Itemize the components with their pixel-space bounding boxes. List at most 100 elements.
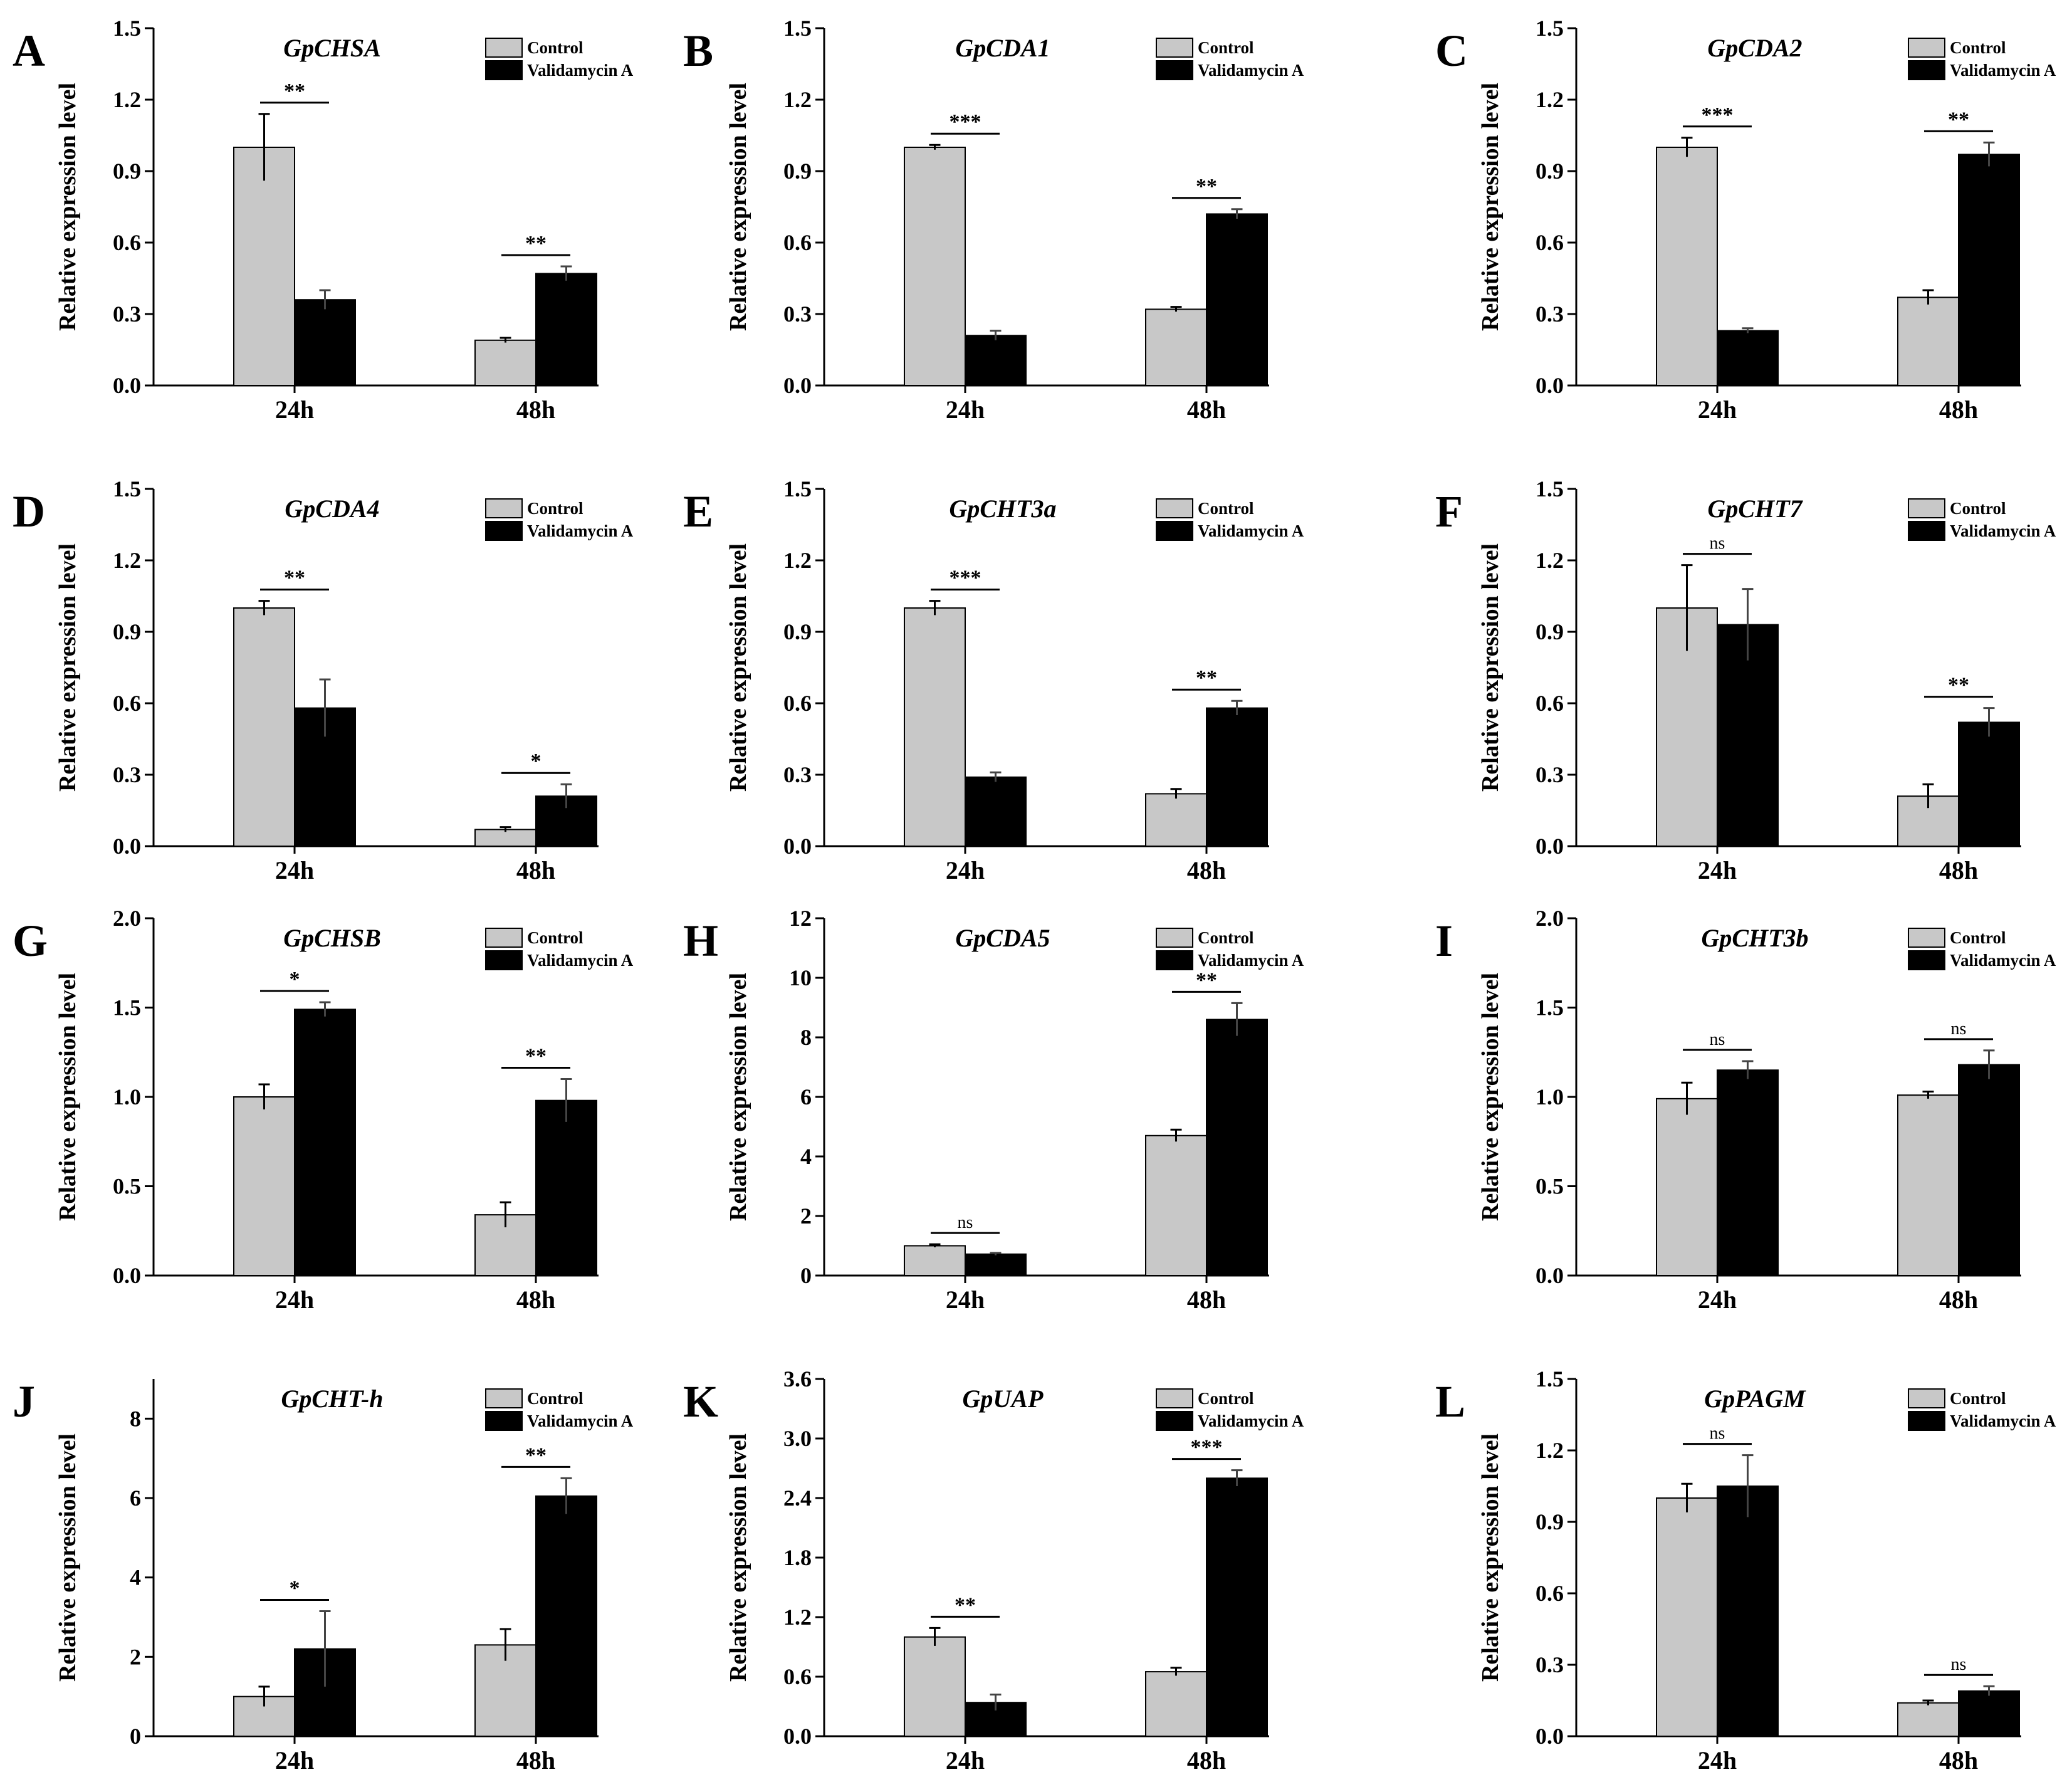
panel-g: G GpCHSB Relative expression level 0.0 0.5 1.… [13,906,634,1314]
error-bar [1231,1002,1243,1036]
error-bar [319,1610,331,1687]
bar-control-48h[interactable] [474,829,536,847]
bar-validamycin-24h[interactable] [965,1253,1027,1277]
error-bar [1922,1090,1934,1099]
bar-validamycin-24h[interactable] [1717,1486,1779,1737]
legend-swatch-validamycin [1156,60,1193,80]
bar-validamycin-24h[interactable] [1717,330,1779,386]
y-tick-label: 0.0 [783,1724,812,1749]
y-tick-label: 0.3 [1536,301,1564,327]
error-bar [1922,1699,1934,1706]
bar-control-48h[interactable] [1897,296,1959,386]
y-tick-label: 0.5 [1536,1174,1564,1199]
legend-swatch-validamycin [1908,60,1945,80]
bar-control-48h[interactable] [1145,1671,1207,1737]
panel-letter: C [1435,26,1468,76]
bar-validamycin-24h[interactable] [294,1009,356,1276]
y-tick-label: 0.6 [1536,1581,1564,1606]
bar-control-48h[interactable] [1897,1094,1959,1277]
bar-control-24h[interactable] [904,1636,966,1737]
bar-validamycin-48h[interactable] [535,1495,597,1737]
bar-control-24h[interactable] [1656,1497,1718,1737]
error-bar [500,826,511,832]
bar-control-48h[interactable] [474,339,536,386]
bar-control-24h[interactable] [233,147,295,386]
legend-swatch-validamycin [1908,1411,1945,1431]
bar-control-48h[interactable] [1145,793,1207,847]
y-tick-label: 12 [789,906,812,931]
panel-c: C GpCDA2 Relative expression level 0.0 0.3 0.… [1435,16,2056,424]
chart-title: GpCDA4 [285,495,379,523]
y-tick-label: 1.2 [1536,548,1564,573]
y-tick-label: 0.6 [113,691,141,716]
bar-control-48h[interactable] [1145,308,1207,386]
y-tick-label: 1.5 [113,995,141,1020]
x-tick-label: 24h [275,396,314,424]
legend: Control Validamycin A [485,38,634,80]
significance-label: ** [1948,674,1969,697]
bar-validamycin-48h[interactable] [1206,707,1268,847]
panel-h: H GpCDA5 Relative expression level 0 2 4 6 8 10 1… [683,906,1304,1314]
legend: Control Validamycin A [1156,38,1304,80]
chart-title: GpCHT3b [1701,924,1808,952]
y-axis-label: Relative expression level [725,543,751,792]
bar-validamycin-48h[interactable] [1206,213,1268,386]
bar-control-48h[interactable] [1145,1135,1207,1276]
error-bar [929,144,941,150]
bar-validamycin-48h[interactable] [1958,721,2020,847]
x-tick-label: 24h [946,856,985,884]
error-bar [1681,137,1693,157]
bar-validamycin-48h[interactable] [535,273,597,386]
x-tick-label: 48h [1187,396,1226,424]
legend-label: Control [1950,499,2006,518]
y-tick-label: 2 [800,1203,812,1229]
bar-validamycin-48h[interactable] [1958,1690,2020,1737]
bar-validamycin-24h[interactable] [1717,1069,1779,1276]
bar-validamycin-48h[interactable] [1206,1019,1268,1276]
bar-validamycin-48h[interactable] [535,1099,597,1276]
bar-validamycin-24h[interactable] [1717,624,1779,847]
x-tick-label: 24h [946,1286,985,1314]
bar-control-24h[interactable] [904,1245,966,1276]
legend-label: Validamycin A [1198,1412,1304,1430]
bar-control-24h[interactable] [1656,1098,1718,1276]
panel-f: F GpCHT7 Relative expression level 0.0 0.3 0.… [1435,476,2056,884]
y-tick-label: 2.4 [783,1486,812,1511]
chart-title: GpCDA5 [955,924,1050,952]
y-tick-label: 0.3 [1536,1652,1564,1677]
significance-label: ns [1710,534,1725,553]
y-tick-label: 10 [789,965,812,990]
panel-letter: L [1435,1376,1465,1427]
bar-control-24h[interactable] [233,1096,295,1276]
bar-validamycin-24h[interactable] [965,335,1027,387]
y-tick-label: 0.0 [113,373,141,398]
error-bar [500,1201,511,1228]
error-bar [258,113,270,181]
bar-validamycin-24h[interactable] [965,776,1027,847]
x-tick-label: 48h [1939,1286,1978,1314]
bar-control-24h[interactable] [233,607,295,847]
bar-validamycin-48h[interactable] [1958,1064,2020,1276]
panel-letter: B [683,26,713,76]
chart-title: GpCHT3a [949,495,1056,523]
bar-validamycin-48h[interactable] [1958,154,2020,386]
y-tick-label: 1.0 [1536,1084,1564,1109]
panel-b: B GpCDA1 Relative expression level 0.0 0.3 0.… [683,16,1304,424]
legend-swatch-control [1908,1388,1945,1408]
y-tick-label: 0 [800,1263,812,1288]
bar-validamycin-24h[interactable] [294,299,356,387]
chart-title: GpCDA2 [1707,34,1802,62]
bar-control-48h[interactable] [1897,1702,1959,1737]
bar-validamycin-48h[interactable] [1206,1477,1268,1737]
panel-letter: J [13,1376,35,1427]
significance-label: ** [1196,666,1217,689]
bar-control-24h[interactable] [904,147,966,386]
bar-control-24h[interactable] [1656,147,1718,386]
y-tick-label: 1.5 [1536,476,1564,501]
y-tick-label: 2.0 [1536,906,1564,931]
y-tick-label: 0.0 [1536,1263,1564,1288]
bar-control-24h[interactable] [904,607,966,847]
error-bar [319,1001,331,1017]
legend-swatch-validamycin [1908,521,1945,541]
